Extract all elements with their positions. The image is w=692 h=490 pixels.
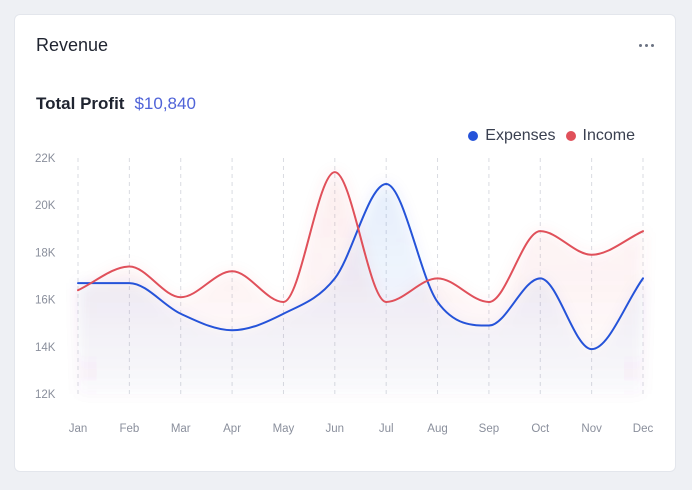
legend-item-income[interactable]: Income (565, 127, 635, 145)
legend-label-income: Income (582, 127, 635, 144)
x-tick-label: Jun (326, 423, 345, 435)
more-options-icon[interactable] (633, 35, 659, 55)
card-title: Revenue (36, 35, 109, 55)
chart-legend: Expenses Income (468, 127, 635, 145)
x-tick-label: May (273, 423, 295, 435)
revenue-card: Revenue Total Profit $10,840 Expenses In… (14, 14, 676, 472)
x-tick-label: Jul (379, 423, 394, 435)
income-line (77, 171, 644, 303)
legend-marker-income (565, 131, 576, 141)
revenue-line-chart: 12K 14K 16K 18K 20K 22K Jan Feb Mar Apr May Jun Jul A… (35, 153, 654, 435)
y-tick-label: 18K (35, 247, 56, 259)
more-dot (644, 43, 648, 47)
expenses-line (77, 182, 644, 351)
profit-value: $10,840 (134, 94, 196, 113)
income-area (78, 172, 643, 394)
x-tick-label: Dec (633, 423, 654, 435)
more-dot (638, 43, 642, 47)
more-dot (650, 43, 654, 47)
legend-item-expenses[interactable]: Expenses (468, 127, 556, 145)
x-tick-label: Sep (479, 423, 499, 435)
profit-label: Total Profit (36, 94, 125, 113)
y-tick-label: 16K (35, 295, 56, 307)
y-tick-label: 14K (35, 342, 56, 354)
y-tick-label: 22K (35, 153, 56, 165)
total-profit: Total Profit $10,840 (36, 94, 196, 114)
y-tick-label: 12K (35, 389, 56, 401)
legend-marker-expenses (468, 131, 479, 141)
x-tick-label: Jan (69, 423, 88, 435)
x-tick-label: Mar (171, 423, 191, 435)
x-tick-label: Aug (427, 423, 447, 435)
x-tick-label: Apr (223, 423, 241, 435)
y-tick-label: 20K (35, 200, 56, 212)
x-tick-label: Nov (581, 423, 602, 435)
legend-label-expenses: Expenses (485, 127, 556, 144)
x-tick-label: Oct (531, 423, 550, 435)
x-tick-label: Feb (119, 423, 139, 435)
